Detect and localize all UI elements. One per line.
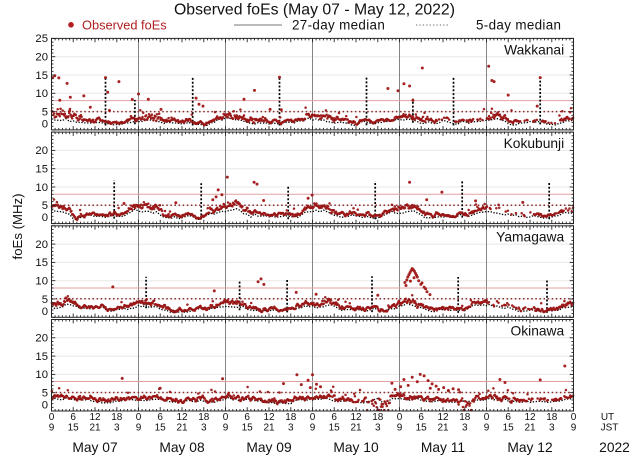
svg-text:10: 10 [35,369,48,381]
svg-text:2022: 2022 [599,440,630,455]
svg-text:May 12: May 12 [507,440,552,455]
svg-text:25: 25 [35,33,48,45]
svg-text:9: 9 [310,422,316,433]
svg-text:3: 3 [114,422,120,433]
svg-text:21: 21 [524,422,536,433]
svg-text:20: 20 [35,333,48,345]
svg-text:10: 10 [35,88,48,100]
svg-text:foEs (MHz): foEs (MHz) [10,194,25,260]
svg-text:15: 15 [35,164,48,176]
svg-text:15: 15 [242,422,254,433]
svg-text:3: 3 [288,422,294,433]
svg-text:5: 5 [42,200,48,212]
svg-text:Okinawa: Okinawa [511,323,565,338]
svg-text:15: 15 [155,422,167,433]
svg-text:Observed foEs (May 07 - May 12: Observed foEs (May 07 - May 12, 2022) [174,2,455,19]
svg-text:May 11: May 11 [421,440,465,455]
svg-text:3: 3 [549,422,555,433]
svg-text:12: 12 [263,412,275,423]
svg-text:May 08: May 08 [159,440,205,455]
svg-text:21: 21 [350,422,362,433]
svg-text:18: 18 [372,412,384,423]
svg-text:9: 9 [397,422,403,433]
svg-text:5: 5 [42,106,48,118]
svg-text:21: 21 [437,422,449,433]
svg-text:0: 0 [42,118,48,130]
svg-text:20: 20 [35,52,48,64]
svg-text:6: 6 [418,412,424,423]
svg-text:18: 18 [546,412,558,423]
svg-text:9: 9 [49,422,55,433]
svg-text:6: 6 [244,412,250,423]
svg-text:15: 15 [35,351,48,363]
svg-text:Observed foEs: Observed foEs [82,18,167,33]
svg-text:18: 18 [111,412,123,423]
svg-text:9: 9 [136,422,142,433]
svg-text:6: 6 [505,412,511,423]
svg-text:3: 3 [201,422,207,433]
svg-text:12: 12 [350,412,362,423]
svg-text:JST: JST [601,422,619,433]
svg-text:0: 0 [49,412,55,423]
svg-text:0: 0 [310,412,316,423]
svg-text:18: 18 [198,412,210,423]
svg-text:0: 0 [42,306,48,318]
svg-text:0: 0 [571,412,577,423]
svg-text:15: 15 [35,70,48,82]
svg-text:21: 21 [176,422,188,433]
svg-text:18: 18 [285,412,297,423]
svg-text:10: 10 [35,276,48,288]
svg-text:6: 6 [157,412,163,423]
svg-text:3: 3 [462,422,468,433]
svg-text:6: 6 [331,412,337,423]
svg-text:May 09: May 09 [246,440,292,455]
svg-text:May 10: May 10 [333,440,379,455]
svg-text:27-day median: 27-day median [292,17,385,32]
svg-text:15: 15 [503,422,515,433]
svg-text:0: 0 [484,412,490,423]
svg-text:0: 0 [42,212,48,224]
svg-text:15: 15 [416,422,428,433]
svg-text:5: 5 [42,388,48,400]
svg-text:6: 6 [70,412,76,423]
svg-text:0: 0 [42,400,48,412]
svg-text:20: 20 [35,145,48,157]
svg-text:9: 9 [223,422,229,433]
svg-text:10: 10 [35,182,48,194]
svg-text:12: 12 [437,412,449,423]
svg-text:0: 0 [397,412,403,423]
svg-text:15: 15 [35,257,48,269]
svg-text:Wakkanai: Wakkanai [504,42,564,57]
svg-text:12: 12 [176,412,188,423]
svg-text:21: 21 [89,422,101,433]
svg-text:12: 12 [524,412,536,423]
svg-text:18: 18 [459,412,471,423]
svg-text:15: 15 [329,422,341,433]
svg-text:Yamagawa: Yamagawa [496,230,564,245]
svg-text:Kokubunji: Kokubunji [504,136,565,151]
svg-text:9: 9 [571,422,577,433]
svg-text:UT: UT [601,412,614,423]
svg-text:20: 20 [35,239,48,251]
svg-text:5-day median: 5-day median [476,17,561,32]
svg-text:12: 12 [89,412,101,423]
svg-text:9: 9 [484,422,490,433]
svg-text:May 07: May 07 [72,440,117,455]
svg-text:15: 15 [68,422,80,433]
svg-text:0: 0 [223,412,229,423]
svg-text:5: 5 [42,294,48,306]
svg-text:3: 3 [375,422,381,433]
svg-text:0: 0 [136,412,142,423]
svg-text:21: 21 [263,422,275,433]
